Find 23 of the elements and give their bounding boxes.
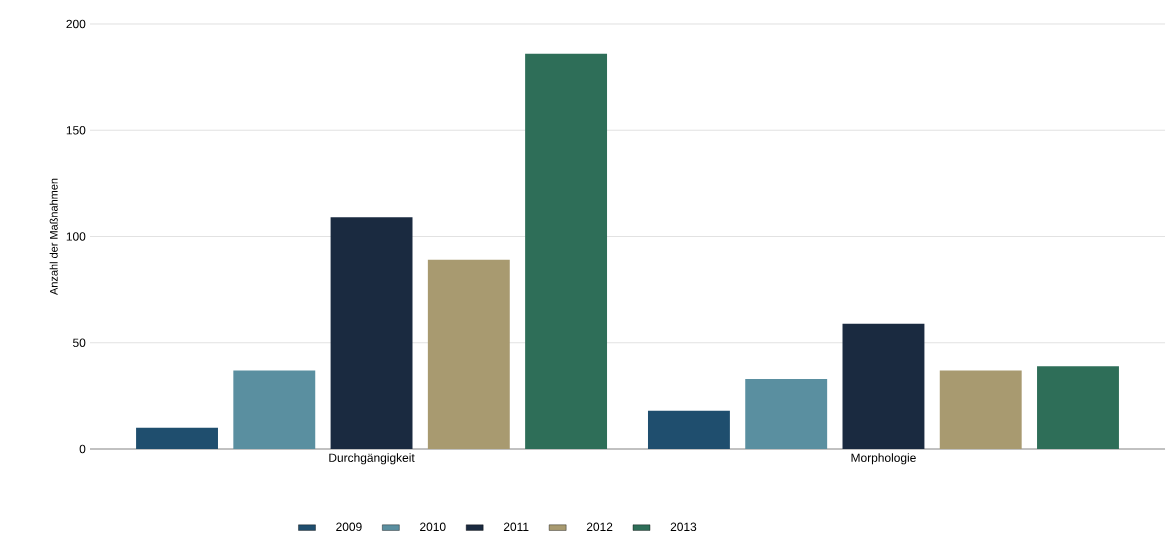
x-tick-label: Morphologie [851, 453, 916, 465]
y-tick-label: 100 [66, 232, 86, 241]
legend-label: 2012 [586, 522, 613, 532]
legend-label: 2009 [336, 522, 362, 532]
bar [330, 217, 413, 449]
bar [525, 53, 608, 449]
bar [745, 378, 828, 449]
y-tick-label: 0 [79, 444, 86, 454]
y-axis-title: Anzahl der Maßnahmen [49, 178, 58, 295]
bar [939, 370, 1022, 449]
bar [427, 259, 510, 449]
y-tick-label: 200 [66, 19, 86, 29]
bar [1037, 366, 1119, 449]
bar [842, 323, 925, 449]
legend-label: 2013 [670, 522, 697, 532]
bar [136, 427, 218, 449]
legend-label: 2011 [503, 522, 529, 532]
bar [647, 410, 730, 449]
y-tick-label: 50 [73, 338, 86, 347]
x-tick-label: Durchgängigkeit [329, 453, 415, 465]
legend-label: 2010 [420, 522, 446, 532]
y-tick-label: 150 [66, 126, 86, 135]
bar [233, 370, 316, 449]
